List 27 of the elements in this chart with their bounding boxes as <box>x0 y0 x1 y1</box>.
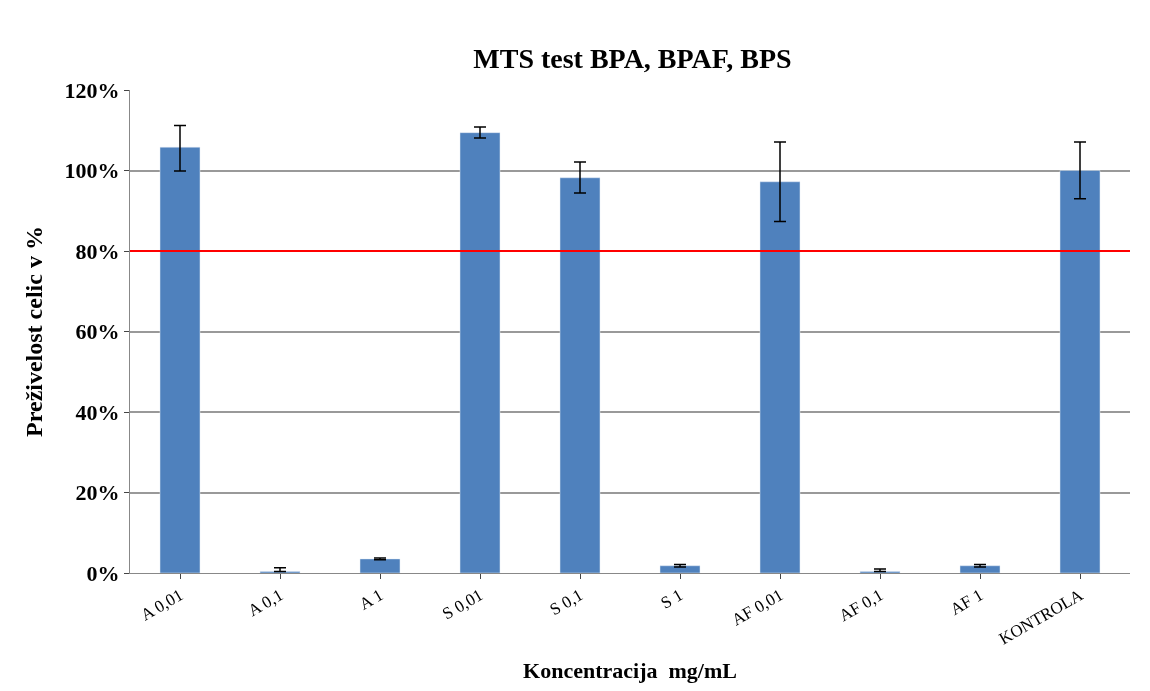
chart-title: MTS test BPA, BPAF, BPS <box>473 42 792 74</box>
y-tick-label: 80% <box>75 238 120 264</box>
x-tick-label: AF 1 <box>946 585 987 619</box>
bar <box>959 565 1001 573</box>
bar <box>159 146 201 573</box>
x-tick-label: AF 0,01 <box>728 585 787 630</box>
x-tick-label: A 0,01 <box>137 585 187 625</box>
x-tick-label: AF 0,1 <box>835 585 887 626</box>
x-tick-label: S 0,1 <box>546 585 587 620</box>
y-axis-title: Preživelost celic v % <box>20 226 47 437</box>
x-tick-label: A 1 <box>355 585 387 614</box>
x-tick-label: S 0,01 <box>439 585 487 624</box>
bar <box>759 181 801 573</box>
bar <box>659 565 701 573</box>
y-tick-label: 120% <box>64 77 120 103</box>
x-axis-title: Koncentracija mg/mL <box>523 658 737 684</box>
bar <box>459 132 501 573</box>
bar <box>359 558 401 573</box>
y-tick-label: 0% <box>86 560 120 586</box>
y-tick-label: 40% <box>75 399 120 425</box>
y-tick-label: 60% <box>75 319 120 345</box>
bar <box>1059 170 1101 573</box>
x-tick-label: S 1 <box>657 585 687 613</box>
y-tick-label: 20% <box>75 480 120 506</box>
x-tick-label: A 0,1 <box>244 585 287 621</box>
y-tick-label: 100% <box>64 158 120 184</box>
bar <box>559 177 601 573</box>
